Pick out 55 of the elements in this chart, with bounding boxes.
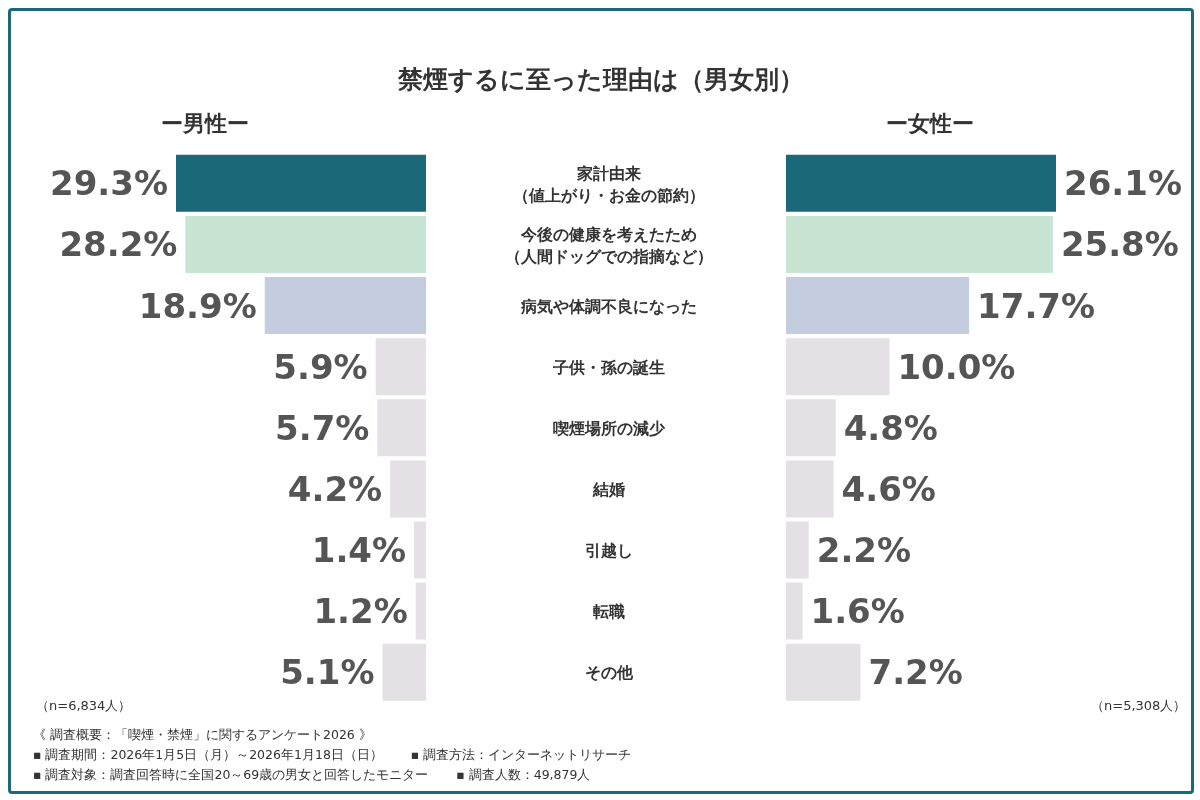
y-tick-label: 結婚 [592,480,625,500]
data-label: 25.8% [1060,224,1179,265]
bar [185,215,426,273]
y-tick-label: 子供・孫の誕生 [552,357,665,377]
bar [786,154,1056,212]
data-label: 7.2% [868,652,963,693]
data-label: 4.6% [841,468,936,509]
bar [786,521,809,579]
y-tick-label: 今後の健康を考えたため（人間ドッグでの指摘など） [505,224,713,266]
text: （n=6,834人） [36,697,132,715]
data-label: 1.4% [311,530,407,570]
bar [786,582,803,640]
data-label: 18.9% [138,285,257,326]
y-tick-label: その他 [585,663,634,683]
text: ▪ 調査対象：調査回答時に全国20～69歳の男女と回答したモニター [33,766,429,784]
data-label: 1.2% [313,591,408,632]
bar [786,399,836,457]
data-label: 5.9% [273,346,368,387]
data-label: 1.6% [810,591,905,632]
y-tick-label: 転職 [593,602,625,622]
bar [382,643,426,701]
bar [176,154,426,212]
bar [414,521,426,579]
bar [377,399,426,457]
bar [786,460,834,518]
bar [786,277,970,335]
y-tick-label: 喫煙場所の減少 [553,419,666,438]
y-tick-label: 家計由来（値上がり・お金の節約） [513,163,705,205]
data-label: 17.7% [977,285,1096,326]
y-tick-label: 引越し [585,541,633,561]
y-tick-label: 病気や体調不良になった [520,296,697,316]
chart-subtitle: ー女性ー [886,110,974,138]
bar [786,643,861,701]
data-label: 5.7% [275,407,370,448]
data-label: 2.2% [816,530,912,570]
text: ▪ 調査期間：2026年1月5日（月）～2026年1月18日（日） [33,746,383,764]
data-label: 5.1% [280,652,375,693]
bar [786,215,1053,273]
chart-subtitle: ー男性ー [161,110,249,138]
text: 禁煙するに至った理由は（男女別） [397,64,805,96]
text: ▪ 調査人数：49,879人 [456,766,591,784]
data-label: 28.2% [59,224,178,265]
data-label: 29.3% [50,163,168,204]
text: （n=5,308人） [1091,697,1187,715]
bar [375,338,426,396]
text: 《 調査概要：「喫煙・禁煙」に関するアンケート2026 》 [33,726,373,744]
data-label: 4.2% [287,468,383,509]
bar [415,582,426,640]
bar [264,277,426,335]
text: ▪ 調査方法：インターネットリサーチ [410,746,632,764]
data-label: 4.8% [843,407,938,448]
bar [390,460,426,518]
data-label: 26.1% [1064,163,1182,204]
data-label: 10.0% [897,346,1016,387]
bar [786,338,890,396]
